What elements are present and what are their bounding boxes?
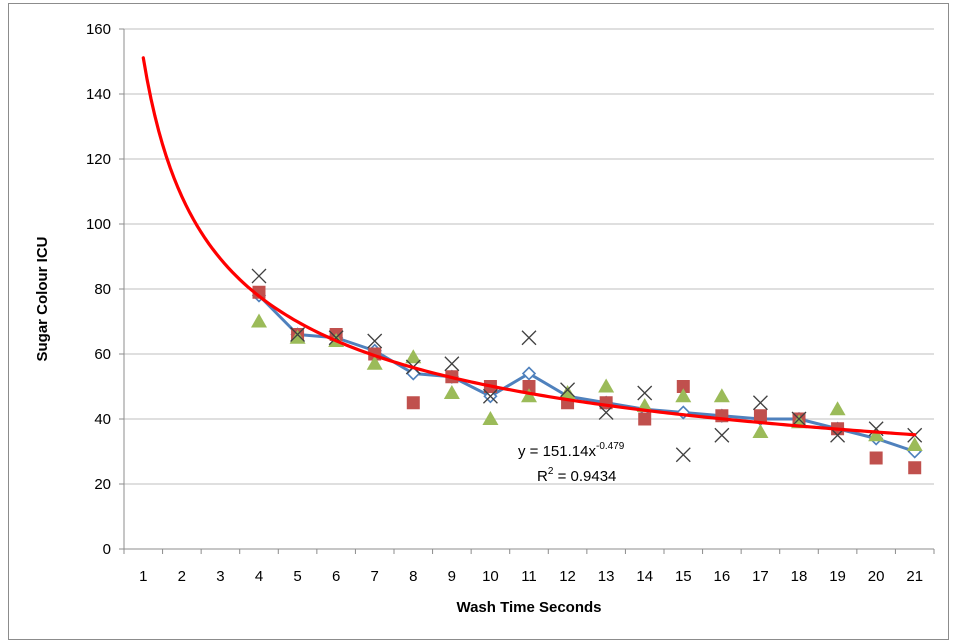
- y-axis-title: Sugar Colour ICU: [34, 236, 51, 361]
- x-tick-label: 3: [216, 568, 224, 585]
- y-tick-label: 20: [94, 476, 111, 493]
- point-x: [290, 327, 306, 342]
- point-square: [869, 451, 883, 465]
- x-tick-label: 9: [448, 568, 456, 585]
- point-square: [638, 412, 652, 426]
- trendline: [141, 56, 917, 437]
- point-x: [444, 356, 460, 372]
- point-square: [753, 409, 767, 423]
- y-tick-label: 160: [86, 21, 111, 38]
- r-squared-label: R2 = 0.9434: [537, 466, 616, 485]
- point-x: [367, 333, 383, 349]
- equation-main: y = 151.14x: [518, 443, 596, 460]
- point-triangle: [559, 385, 576, 399]
- series-x: [251, 268, 923, 463]
- x-tick-labels: 1 2 3 4 5 6 7 8 9 10 11 12 13 14 15 16 17 18 19 20 21: [139, 568, 923, 585]
- point-triangle: [521, 388, 537, 403]
- x-tick-label: 14: [636, 568, 653, 585]
- data-series: [251, 268, 923, 475]
- x-tick-label: 13: [598, 568, 615, 585]
- point-x: [251, 268, 267, 284]
- x-tick-label: 21: [906, 568, 923, 585]
- chart-frame: 0 20 40 60 80 100 120 140 160 1 2 3 4 5 6 7 8 9 10 11 12 13 1…: [8, 3, 949, 640]
- y-tick-label: 40: [94, 411, 111, 428]
- point-square: [908, 461, 922, 475]
- x-tick-label: 6: [332, 568, 340, 585]
- point-triangle: [675, 388, 692, 403]
- point-square: [406, 396, 420, 410]
- point-triangle: [906, 437, 923, 451]
- point-x: [482, 388, 498, 404]
- x-tick-label: 10: [482, 568, 499, 585]
- x-tick-label: 8: [409, 568, 417, 585]
- point-triangle: [752, 424, 769, 438]
- trendline-equation: y = 151.14x-0.479: [518, 441, 625, 460]
- r-squared-exponent: 2: [548, 466, 554, 477]
- axes: [119, 28, 935, 554]
- y-tick-label: 100: [86, 216, 111, 233]
- point-triangle: [251, 313, 267, 328]
- x-tick-label: 16: [714, 568, 731, 585]
- y-tick-label: 0: [103, 541, 111, 558]
- y-tick-label: 120: [86, 151, 111, 168]
- point-x: [791, 411, 807, 427]
- x-tick-label: 19: [829, 568, 846, 585]
- x-axis-title: Wash Time Seconds: [456, 599, 601, 616]
- x-tick-label: 1: [139, 568, 147, 585]
- point-triangle: [598, 378, 615, 393]
- x-tick-label: 20: [868, 568, 885, 585]
- y-tick-label: 140: [86, 86, 111, 103]
- point-x: [637, 385, 653, 401]
- point-triangle: [405, 349, 422, 364]
- series-triangle: [251, 313, 923, 451]
- gridlines: [124, 28, 934, 485]
- point-triangle: [868, 427, 885, 442]
- y-tick-label: 80: [94, 281, 111, 298]
- point-x: [560, 382, 576, 398]
- series-diamond-line: [251, 288, 922, 459]
- point-diamond: [521, 366, 537, 381]
- y-tick-label: 60: [94, 346, 111, 363]
- point-triangle: [366, 355, 383, 370]
- point-x: [521, 330, 537, 346]
- point-triangle: [713, 388, 730, 403]
- point-triangle: [482, 411, 499, 425]
- point-triangle: [829, 401, 846, 416]
- y-tick-labels: 0 20 40 60 80 100 120 140 160: [86, 21, 111, 558]
- x-tick-label: 17: [752, 568, 769, 585]
- x-tick-label: 18: [791, 568, 808, 585]
- power-trendline: [141, 56, 917, 437]
- x-tick-label: 11: [521, 568, 537, 585]
- r-squared-value: = 0.9434: [553, 468, 616, 485]
- point-square: [676, 380, 690, 393]
- x-tick-label: 12: [559, 568, 576, 585]
- x-tick-label: 7: [371, 568, 379, 585]
- point-x: [598, 405, 614, 420]
- point-square: [522, 380, 536, 393]
- point-x: [714, 427, 730, 443]
- x-tick-label: 4: [255, 568, 263, 585]
- equation-exponent: -0.479: [596, 441, 625, 452]
- x-tick-label: 15: [675, 568, 692, 585]
- point-triangle: [443, 385, 460, 399]
- r-squared-letter: R: [537, 468, 548, 485]
- point-x: [752, 395, 768, 411]
- x-tick-label: 2: [178, 568, 186, 585]
- point-triangle: [289, 329, 306, 344]
- x-tick-label: 5: [293, 568, 301, 585]
- point-x: [675, 447, 691, 463]
